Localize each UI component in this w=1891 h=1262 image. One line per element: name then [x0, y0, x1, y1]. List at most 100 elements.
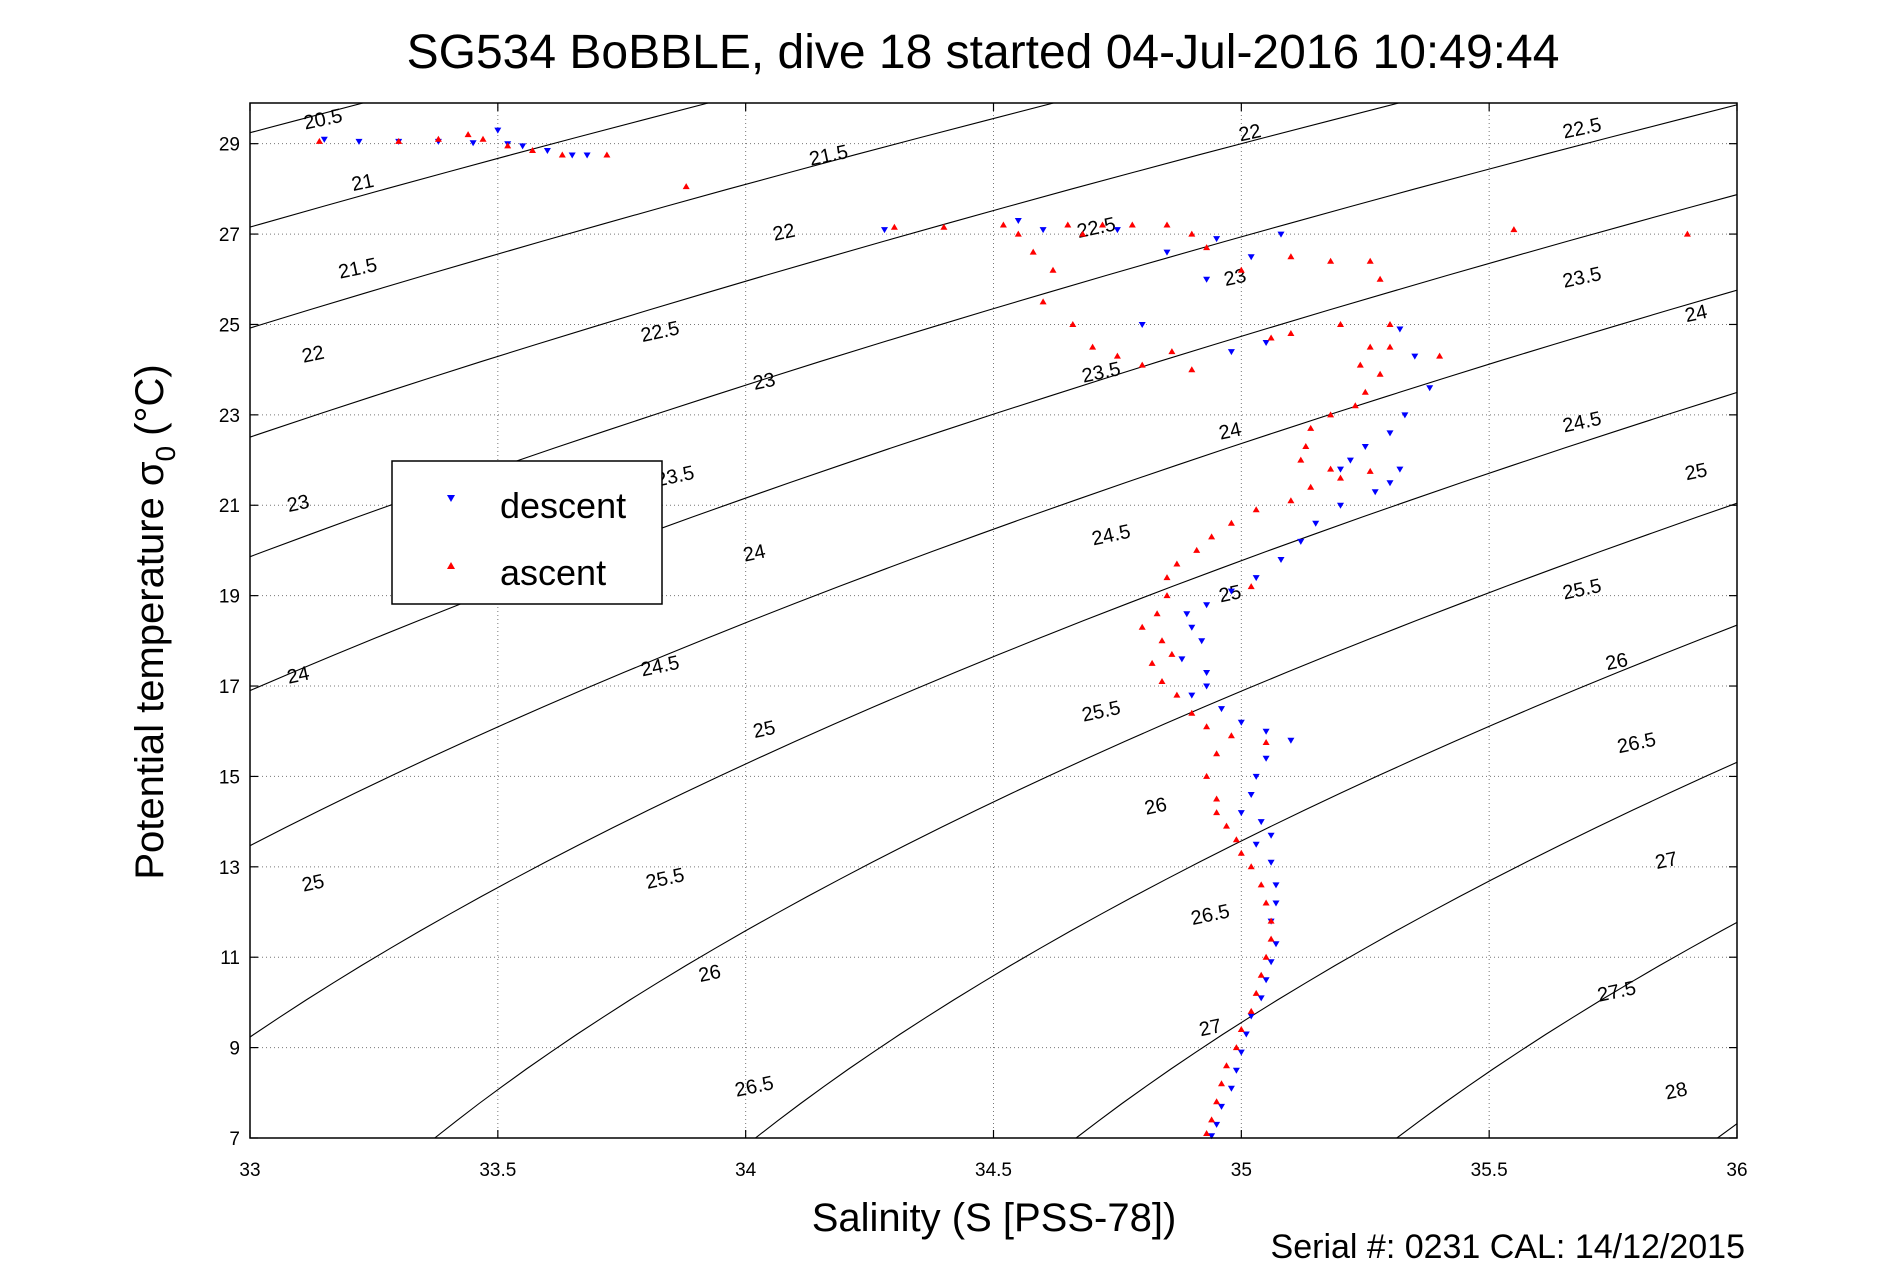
legend-descent-label: descent [500, 485, 626, 526]
descent-point [1396, 326, 1404, 333]
y-tick-label: 9 [229, 1039, 240, 1060]
ascent-point [1257, 881, 1265, 888]
ascent-point [395, 137, 403, 144]
x-tick-label: 35.5 [1471, 1160, 1508, 1181]
ascent-point [1327, 411, 1335, 418]
descent-point [1237, 810, 1245, 817]
ascent-point [1188, 709, 1196, 716]
ascent-point [1247, 863, 1255, 870]
ascent-series [315, 131, 1691, 1136]
descent-point [1257, 995, 1265, 1002]
y-tick-label: 29 [219, 135, 240, 156]
descent-point [1227, 1085, 1235, 1092]
descent-point [1401, 412, 1409, 419]
descent-point [1346, 457, 1354, 464]
ascent-point [940, 223, 948, 230]
ascent-point [1247, 1007, 1255, 1014]
y-axis-label: Potential temperature σ0 (°C) [128, 364, 181, 879]
density-contour-label: 21 [350, 170, 376, 196]
ascent-point [1153, 610, 1161, 617]
ascent-point [1203, 1130, 1211, 1136]
x-tick-label: 33.5 [479, 1160, 516, 1181]
density-contour-line [1075, 761, 1737, 1138]
descent-point [543, 148, 551, 154]
ascent-point [1247, 583, 1255, 590]
ascent-point [1436, 352, 1444, 359]
ascent-point [1069, 321, 1077, 327]
y-axis-label-subscript: 0 [150, 446, 181, 462]
ascent-point [890, 223, 898, 230]
density-contour-line [250, 103, 1399, 438]
descent-point [1252, 773, 1260, 780]
density-contour-label: 25 [1217, 581, 1243, 607]
ascent-point [529, 147, 536, 153]
descent-point [1411, 353, 1419, 360]
ascent-point [1158, 678, 1166, 684]
ascent-point [1173, 560, 1181, 567]
ascent-point [1287, 497, 1295, 504]
density-contour-label: 26 [1604, 649, 1630, 675]
ascent-point [1203, 772, 1211, 779]
legend-ascent-label: ascent [500, 552, 606, 593]
descent-point [1426, 385, 1434, 392]
ascent-point [1213, 1098, 1221, 1105]
descent-point [494, 127, 502, 134]
x-tick-label: 33 [239, 1160, 260, 1181]
descent-point [1113, 227, 1121, 234]
ascent-point [1014, 230, 1022, 237]
density-contour-label: 24 [1217, 419, 1243, 445]
ascent-point [1203, 244, 1211, 251]
descent-point [1203, 683, 1211, 690]
ascent-point [1237, 1026, 1245, 1032]
descent-point [519, 143, 527, 150]
descent-point [1213, 236, 1221, 243]
ascent-point [1064, 221, 1072, 228]
descent-point [1257, 819, 1265, 826]
ascent-point [1386, 343, 1394, 350]
descent-point [881, 227, 888, 234]
legend-box [391, 460, 663, 605]
descent-point [1386, 430, 1394, 437]
ascent-point [1158, 637, 1166, 644]
ascent-point [1203, 723, 1211, 730]
y-tick-label: 15 [219, 767, 240, 788]
ascent-point [1232, 1044, 1240, 1051]
descent-point [1163, 249, 1171, 256]
ascent-point [464, 131, 472, 138]
descent-point [320, 136, 328, 143]
ascent-point [1138, 361, 1146, 368]
density-contour-label: 27 [1653, 848, 1679, 874]
ascent-point [1163, 592, 1171, 599]
descent-point [1227, 588, 1235, 595]
x-tick-label: 35 [1231, 1160, 1252, 1181]
ascent-point [1327, 257, 1335, 264]
descent-point [1138, 322, 1146, 328]
descent-point [1203, 602, 1211, 609]
descent-point [1262, 340, 1270, 346]
ascent-point [1267, 334, 1275, 341]
ascent-point [1113, 352, 1121, 359]
x-tick-label: 34.5 [975, 1160, 1012, 1181]
ascent-point [1327, 465, 1335, 472]
ascent-point [1227, 732, 1235, 739]
descent-point [1361, 444, 1369, 450]
ascent-point [434, 135, 442, 142]
x-tick-label: 34 [735, 1160, 757, 1181]
ascent-point [1267, 935, 1275, 942]
ascent-point [1361, 388, 1369, 395]
ascent-point [1252, 989, 1260, 996]
descent-point [1267, 859, 1275, 866]
ascent-point [1049, 266, 1057, 273]
density-contour-label: 24 [285, 663, 311, 689]
y-tick-label: 17 [219, 677, 240, 698]
chart-title: SG534 BoBBLE, dive 18 started 04-Jul-201… [407, 26, 1560, 79]
density-contour-label: 23 [751, 369, 777, 395]
density-contour-line [1396, 921, 1737, 1138]
ascent-point [1376, 370, 1384, 377]
descent-point [568, 152, 576, 159]
descent-point [1237, 719, 1245, 726]
descent-point [1277, 557, 1285, 563]
density-contour-labels: 20.52121.52223242521.52222.52323.52424.5… [285, 105, 1709, 1105]
ascent-point [999, 221, 1007, 228]
descent-point [1312, 520, 1320, 527]
